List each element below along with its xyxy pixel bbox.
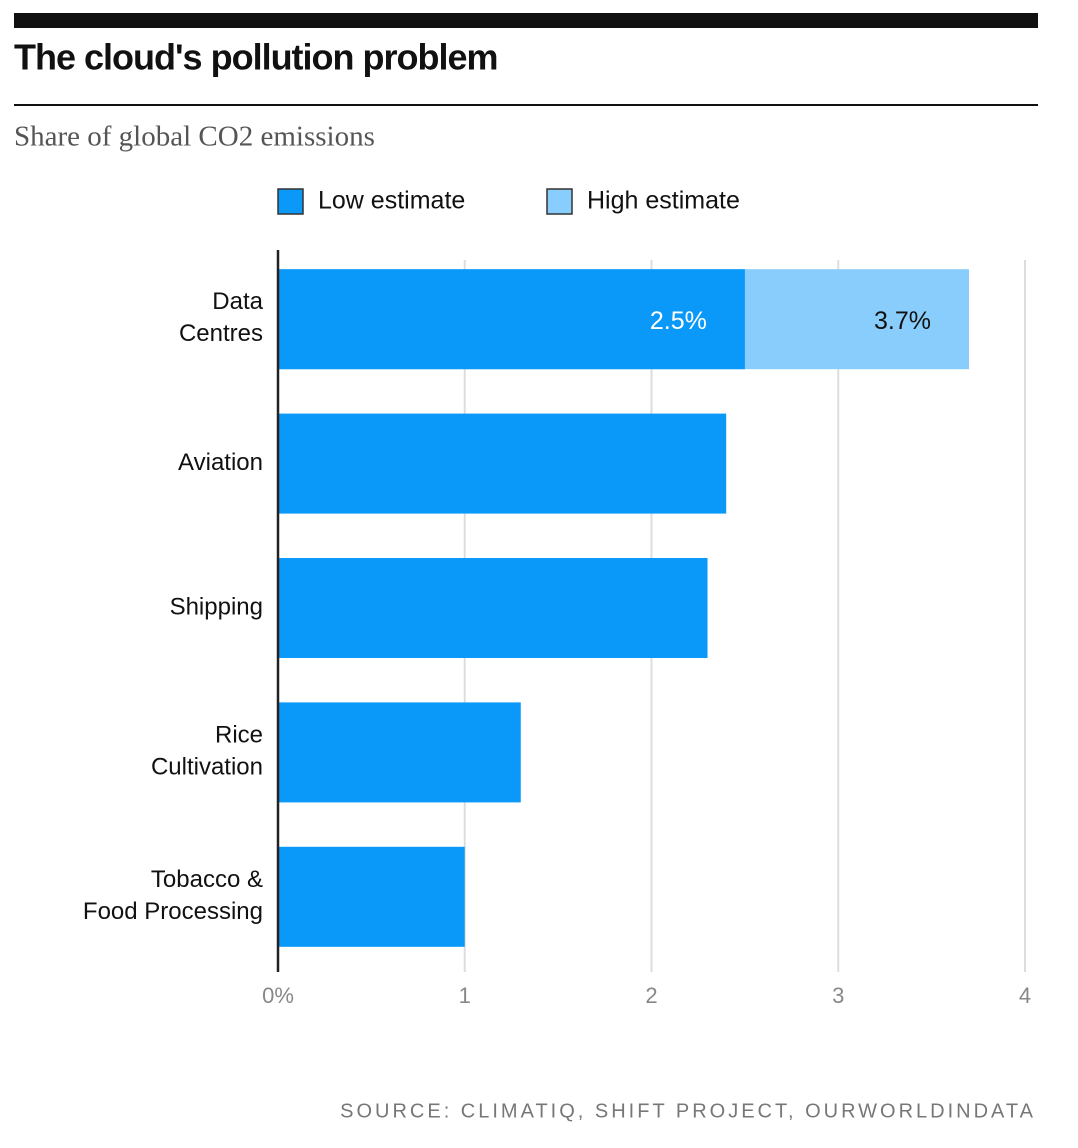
category-label: Tobacco & Food Processing	[83, 866, 263, 925]
chart-title: The cloud's pollution problem	[14, 37, 498, 78]
legend-swatch	[277, 188, 304, 215]
category-label: Rice Cultivation	[151, 722, 263, 781]
category-label: Shipping	[170, 593, 263, 620]
bar	[278, 413, 727, 514]
chart-subtitle: Share of global CO2 emissions	[14, 121, 375, 153]
category-label: Data Centres	[179, 289, 264, 348]
top-bar	[14, 13, 1038, 28]
x-tick-label: 1	[459, 983, 471, 1008]
x-tick-label: 4	[1019, 983, 1031, 1008]
category-label: Aviation	[178, 449, 263, 476]
value-label: 3.7%	[874, 307, 931, 335]
legend-label: High estimate	[587, 187, 740, 215]
bar	[278, 558, 708, 658]
bar	[278, 702, 521, 803]
x-tick-label: 2	[645, 983, 657, 1008]
legend-swatch	[546, 188, 573, 215]
bar	[278, 846, 465, 947]
legend-label: Low estimate	[318, 187, 465, 215]
bar	[278, 269, 745, 370]
source: SOURCE: CLIMATIQ, SHIFT PROJECT, OURWORL…	[340, 1100, 1036, 1122]
x-tick-label: 0%	[262, 983, 294, 1008]
x-tick-label: 3	[832, 983, 844, 1008]
value-label: 2.5%	[650, 307, 707, 335]
